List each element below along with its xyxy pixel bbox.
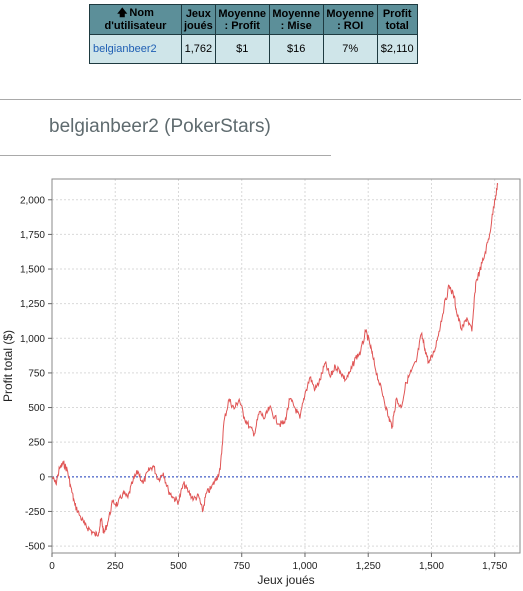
cell-total-profit: $2,110 (376, 34, 418, 64)
x-tick-label: 1,750 (482, 561, 507, 572)
series-line (51, 182, 499, 537)
y-axis: -500 -250 0 250 500 750 1,000 1,250 1,500 1,750 2,… (20, 195, 52, 553)
cell-avg-profit: $1 (214, 34, 270, 64)
column-header-username[interactable]: 🡅 Nom d'utilisateur (89, 4, 182, 35)
y-tick-label: -250 (25, 507, 45, 518)
y-tick-label: 1,000 (20, 334, 45, 345)
column-header-games[interactable]: Jeux joués (181, 4, 216, 35)
y-tick-label: -500 (25, 542, 45, 553)
cell-avg-roi: 7% (322, 34, 378, 64)
title-underline (0, 155, 331, 156)
y-tick-label: 750 (28, 368, 45, 379)
top-divider (0, 99, 521, 100)
column-header-label: Nom d'utilisateur (104, 7, 167, 32)
x-tick-label: 1,250 (356, 561, 381, 572)
x-tick-label: 0 (49, 561, 55, 572)
x-tick-label: 250 (107, 561, 124, 572)
plot-frame (51, 178, 521, 554)
y-tick-label: 250 (28, 438, 45, 449)
column-header-avg-stake[interactable]: Moyenne : Mise (268, 4, 324, 35)
y-tick-label: 1,500 (20, 265, 45, 276)
profit-chart: 0 250 500 750 1,000 1,250 1,500 1,750 -500 -250 0… (1, 178, 521, 587)
y-tick-label: 1,750 (20, 230, 45, 241)
x-tick-label: 1,500 (419, 561, 444, 572)
column-header-avg-profit[interactable]: Moyenne : Profit (214, 4, 270, 35)
table-header-row: 🡅 Nom d'utilisateur Jeux joués Moyenne : … (89, 4, 418, 35)
x-axis-title: Jeux joués (257, 573, 314, 587)
stats-table: 🡅 Nom d'utilisateur Jeux joués Moyenne : … (89, 4, 418, 64)
page-title: belgianbeer2 (PokerStars) (49, 116, 271, 137)
x-axis: 0 250 500 750 1,000 1,250 1,500 1,750 (49, 553, 508, 572)
y-tick-label: 2,000 (20, 195, 45, 206)
y-axis-title: Profit total ($) (1, 330, 15, 402)
y-tick-label: 0 (39, 472, 45, 483)
table-row: belgianbeer2 1,762 $1 $16 7% $2,110 (89, 34, 418, 64)
column-header-total-profit[interactable]: Profit total (376, 4, 418, 35)
cell-games: 1,762 (181, 34, 216, 64)
x-tick-label: 500 (170, 561, 187, 572)
column-header-avg-roi[interactable]: Moyenne : ROI (322, 4, 378, 35)
up-arrow-icon: 🡅 (117, 8, 128, 19)
x-tick-label: 750 (233, 561, 250, 572)
y-tick-label: 500 (28, 403, 45, 414)
x-tick-label: 1,000 (292, 561, 317, 572)
cell-avg-stake: $16 (268, 34, 324, 64)
username-link[interactable]: belgianbeer2 (93, 43, 157, 55)
cell-username: belgianbeer2 (89, 34, 182, 64)
y-tick-label: 1,250 (20, 299, 45, 310)
